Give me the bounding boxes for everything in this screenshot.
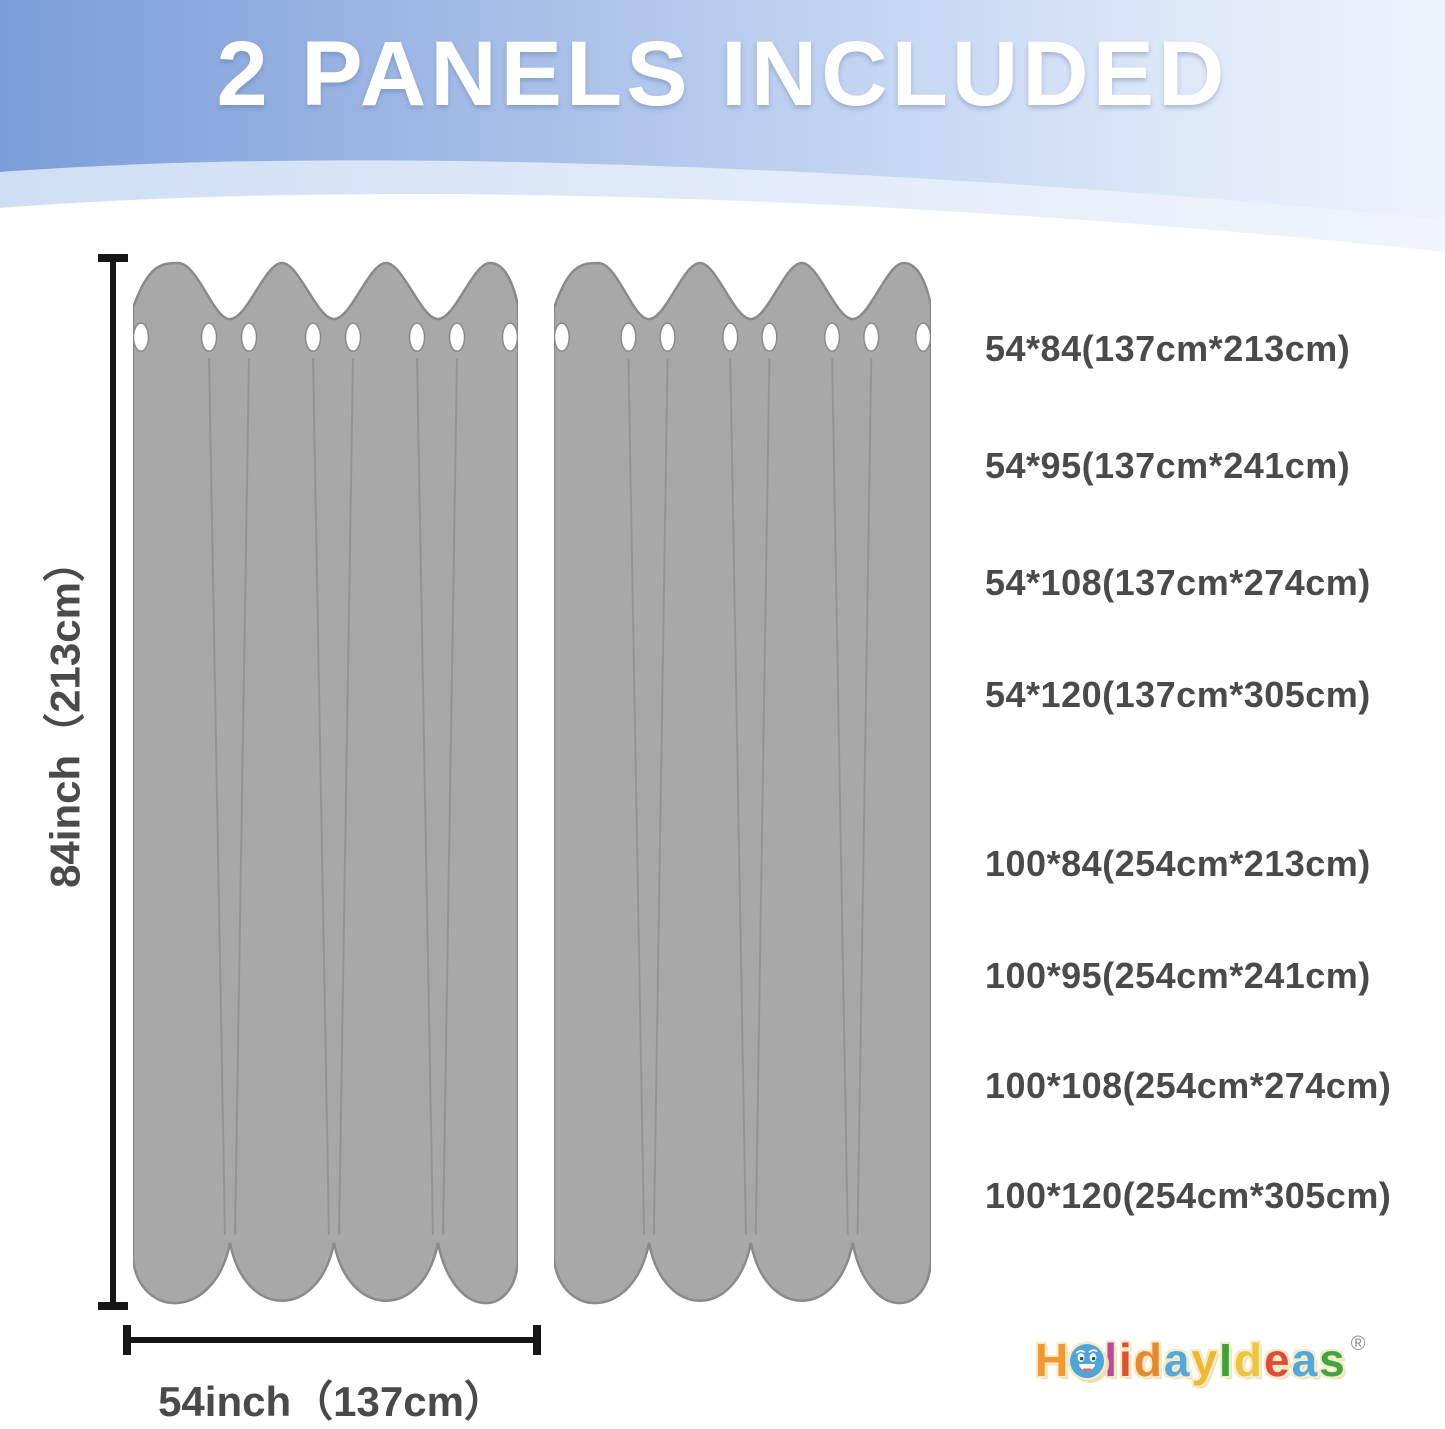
logo-letter: a [1163, 1334, 1192, 1386]
logo-letter-o [1070, 1344, 1105, 1378]
header-band: 2 PANELS INCLUDED [0, 0, 1445, 280]
horizontal-dimension-left-cap [123, 1325, 131, 1355]
vertical-dimension-top-cap [98, 254, 128, 262]
logo-letter: y [1191, 1334, 1220, 1386]
logo-letter: H [1035, 1334, 1071, 1386]
vertical-dimension-bottom-cap [98, 1302, 128, 1310]
curtain-panel-right [554, 253, 931, 1310]
logo-letter: d [1233, 1334, 1264, 1386]
size-option: 54*84(137cm*213cm) [985, 328, 1351, 369]
logo-letter: s [1319, 1334, 1347, 1386]
page-title: 2 PANELS INCLUDED [216, 23, 1229, 125]
logo-letter: i [1119, 1334, 1134, 1386]
vertical-dimension-line [110, 258, 116, 1306]
size-option: 100*95(254cm*241cm) [985, 955, 1371, 996]
size-option: 54*95(137cm*241cm) [985, 445, 1351, 486]
size-option: 100*108(254cm*274cm) [985, 1065, 1392, 1106]
logo-letter: a [1291, 1334, 1320, 1386]
width-label: 54inch（137cm） [158, 1378, 506, 1425]
brand-logo: H lidayIdeas ® [1035, 1333, 1366, 1396]
size-option: 100*120(254cm*305cm) [985, 1175, 1392, 1216]
smiley-face-icon [1076, 1349, 1098, 1372]
logo-letter: l [1104, 1334, 1120, 1386]
size-option: 100*84(254cm*213cm) [985, 843, 1371, 884]
size-option: 54*120(137cm*305cm) [985, 674, 1371, 715]
logo-letter: I [1219, 1334, 1234, 1386]
header-wave-background [0, 0, 1445, 252]
size-list: 54*84(137cm*213cm) 54*95(137cm*241cm) 54… [985, 0, 1405, 1300]
height-label: 84inch（213cm） [41, 540, 89, 888]
curtain-panel-left [133, 253, 518, 1310]
size-option: 54*108(137cm*274cm) [985, 562, 1371, 603]
horizontal-dimension-right-cap [533, 1325, 541, 1355]
horizontal-dimension-line [127, 1337, 537, 1343]
logo-letter: e [1263, 1334, 1292, 1386]
registered-mark: ® [1350, 1333, 1366, 1355]
logo-letter: d [1133, 1334, 1164, 1386]
